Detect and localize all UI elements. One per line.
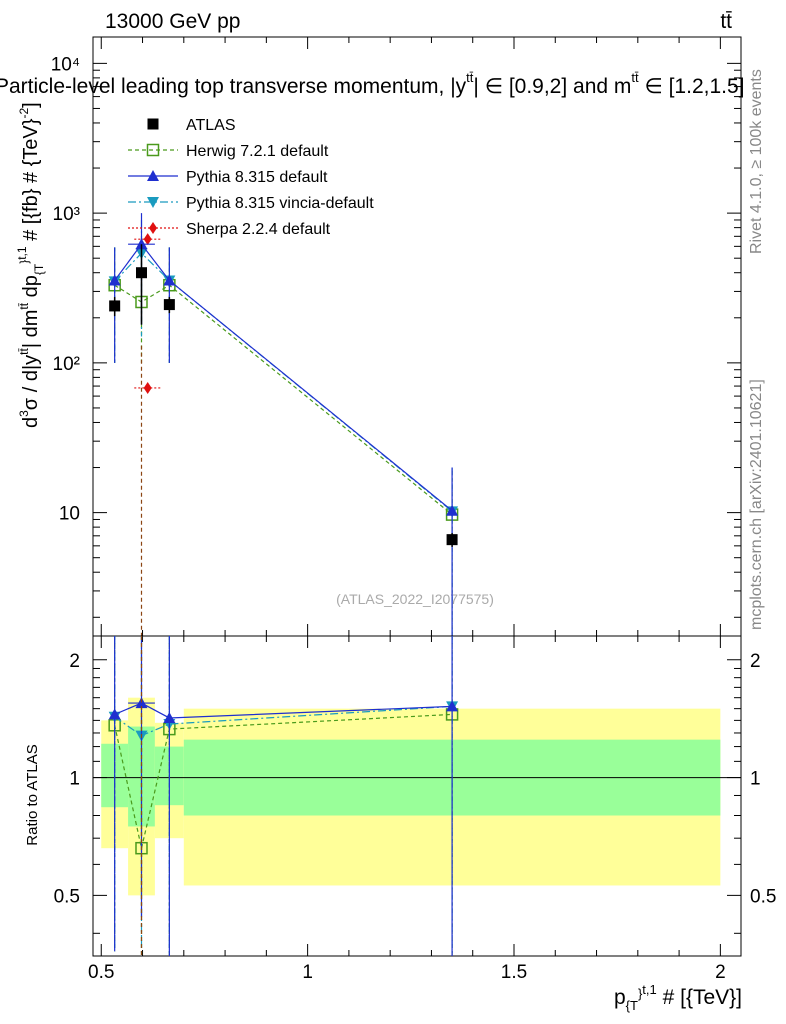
title-sup-2: tt̄ bbox=[631, 70, 639, 85]
legend-marker-atlas bbox=[147, 118, 159, 130]
analysis-watermark: (ATLAS_2022_I2077575) bbox=[336, 591, 494, 607]
pythia-main-point bbox=[108, 274, 121, 286]
mcplots-label: mcplots.cern.ch [arXiv:2401.10621] bbox=[748, 379, 765, 630]
x-axis-label: p{T}t,1 # [{TeV}] bbox=[614, 982, 742, 1013]
pythia-main-line bbox=[114, 243, 453, 512]
atlas-point bbox=[109, 300, 121, 312]
ratio-y-tick-label: 0.5 bbox=[54, 886, 80, 907]
title-part-1: Particle-level leading top transverse mo… bbox=[0, 75, 467, 98]
legend-label-atlas: ATLAS bbox=[186, 117, 236, 134]
ratio-y-tick-label-right: 1 bbox=[750, 769, 761, 790]
atlas-point bbox=[446, 534, 458, 546]
legend-label-herwig: Herwig 7.2.1 default bbox=[186, 143, 329, 160]
legend-marker-sherpa bbox=[149, 222, 157, 234]
legend-label-pythia: Pythia 8.315 default bbox=[186, 169, 328, 186]
pythia-main-point bbox=[163, 274, 176, 286]
main-ylabel: d3σ / d|ytt̄| dmtt̄ dp{T}t,1 # [{fb} # {… bbox=[15, 102, 46, 428]
main-panel: 10 10² 10³ 10⁴ bbox=[51, 36, 742, 637]
sherpa-main-point bbox=[143, 381, 152, 394]
ratio-frame bbox=[92, 635, 742, 957]
energy-label: 13000 GeV pp bbox=[105, 10, 240, 33]
pythia-ratio-point bbox=[108, 708, 121, 720]
pythia-ratio-point bbox=[163, 711, 176, 723]
legend-marker-pythia bbox=[147, 170, 159, 181]
main-y-tick-label: 10³ bbox=[53, 204, 80, 225]
title-part-2: | ∈ [0.9,2] and m bbox=[473, 75, 631, 98]
title-sup-1: tt̄ bbox=[466, 70, 474, 85]
legend-label-vincia: Pythia 8.315 vincia-default bbox=[186, 195, 374, 212]
rivet-label: Rivet 4.1.0, ≥ 100k events bbox=[748, 69, 765, 254]
legend-marker-vincia bbox=[147, 197, 159, 208]
pythia-ratio-line bbox=[114, 702, 453, 719]
vincia-ratio-line bbox=[114, 705, 453, 737]
main-y-tick-label: 10² bbox=[53, 354, 80, 375]
title-part-3: ∈ [1.2,1.5] bbox=[639, 75, 745, 98]
sherpa-main-point bbox=[143, 233, 152, 246]
herwig-main-line bbox=[114, 284, 453, 516]
ratio-y-tick-label: 2 bbox=[69, 651, 80, 672]
atlas-point bbox=[135, 267, 147, 279]
x-tick-label: 2 bbox=[715, 962, 726, 983]
x-tick-label: 1 bbox=[302, 962, 313, 983]
process-label: tt̄ bbox=[720, 10, 732, 33]
ratio-panel: 0.5 1 1.5 2 0.5 0.5 1 1 2 2 bbox=[54, 635, 776, 983]
atlas-point bbox=[163, 299, 175, 311]
x-tick-label: 0.5 bbox=[88, 962, 114, 983]
ratio-y-tick-label-right: 0.5 bbox=[750, 886, 776, 907]
main-y-tick-label: 10 bbox=[59, 504, 80, 525]
pythia-ratio-point bbox=[446, 700, 459, 712]
legend: ATLAS Herwig 7.2.1 default Pythia 8.315 de… bbox=[128, 117, 374, 238]
ratio-ylabel: Ratio to ATLAS bbox=[24, 744, 41, 845]
plot-title: Particle-level leading top transverse mo… bbox=[0, 70, 745, 98]
pythia-main-point bbox=[446, 504, 459, 516]
legend-marker-herwig bbox=[146, 143, 160, 157]
legend-label-sherpa: Sherpa 2.2.4 default bbox=[186, 221, 331, 238]
vincia-main-line bbox=[114, 252, 453, 512]
x-tick-label: 1.5 bbox=[501, 962, 527, 983]
ratio-y-tick-label: 1 bbox=[69, 769, 80, 790]
ratio-y-tick-label-right: 2 bbox=[750, 651, 761, 672]
main-y-tick-label: 10⁴ bbox=[51, 54, 80, 75]
